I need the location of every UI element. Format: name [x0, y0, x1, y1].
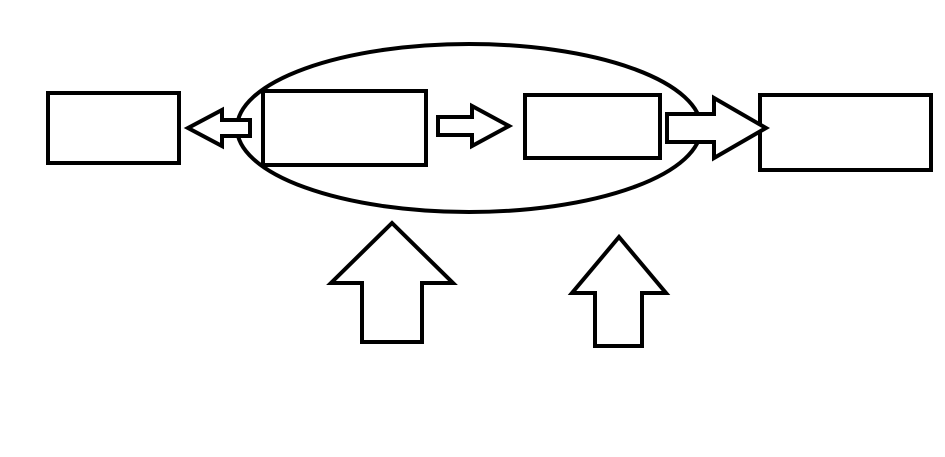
box-1 — [46, 91, 181, 165]
arrow-box2-to-box1 — [183, 106, 252, 150]
arrow-box3-to-box4 — [665, 94, 771, 162]
box-2 — [261, 89, 428, 167]
arrow-box2-to-box3 — [436, 102, 514, 150]
input-arrow-box-3 — [567, 233, 671, 348]
input-arrow-box-2 — [326, 220, 458, 344]
box-4 — [758, 93, 933, 172]
box-3 — [523, 93, 662, 160]
